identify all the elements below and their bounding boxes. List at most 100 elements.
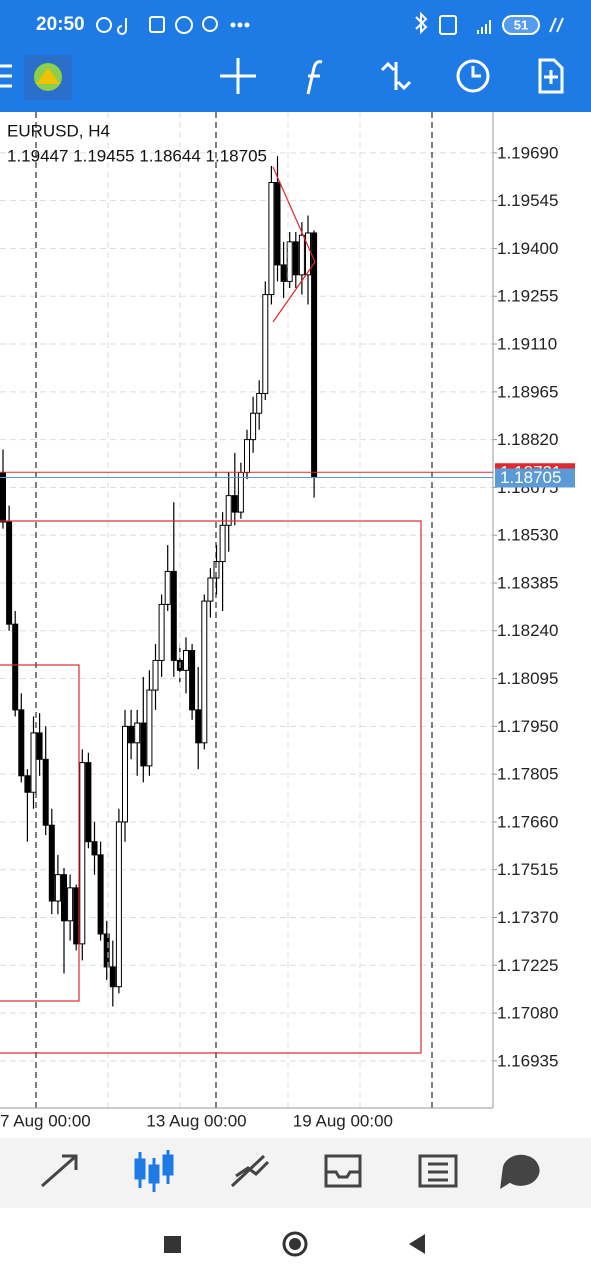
y-tick-label: 1.18965: [497, 382, 558, 401]
candle-body: [201, 600, 208, 744]
candle-body: [305, 232, 311, 276]
candle-body: [268, 182, 275, 296]
bottom-nav: [0, 1138, 591, 1208]
candle-body: [103, 933, 110, 968]
time-grid: [107, 112, 361, 1108]
candle-body: [189, 650, 196, 711]
period-separators: [35, 112, 433, 1108]
y-tick-label: 1.18095: [497, 669, 558, 688]
x-tick-label: 7 Aug 00:00: [0, 1111, 91, 1130]
candle-body: [213, 561, 220, 579]
candle-body: [158, 603, 165, 661]
y-tick-label: 1.18530: [497, 526, 558, 545]
candle-body: [237, 472, 244, 513]
top-bar: [0, 0, 591, 112]
indicators-button[interactable]: [306, 60, 323, 95]
y-tick-label: 1.19545: [497, 191, 558, 210]
candle-body: [298, 234, 305, 276]
y-tick-label: 1.18240: [497, 621, 558, 640]
bid-price-box: [495, 468, 575, 488]
candle-body: [61, 874, 67, 922]
candle-body: [280, 264, 287, 282]
candle-body: [115, 821, 122, 988]
chart: [0, 152, 493, 1062]
candle-body: [170, 570, 177, 661]
candle-body: [54, 874, 61, 902]
menu-button[interactable]: [0, 64, 12, 88]
candle-body: [85, 762, 92, 843]
new-order-button[interactable]: [538, 58, 564, 94]
y-tick-label: 1.17660: [497, 812, 558, 831]
app-logo-mark: [36, 68, 60, 84]
crosshair-button[interactable]: [220, 58, 256, 94]
candle-body: [6, 521, 13, 625]
candle-body: [140, 722, 147, 767]
candle-body: [128, 725, 135, 744]
trade-button[interactable]: [380, 61, 412, 91]
messages-tab[interactable]: [500, 1154, 540, 1189]
chart-tab[interactable]: [134, 1150, 174, 1192]
candle-body: [207, 577, 214, 602]
candle-body: [311, 232, 318, 479]
candle-body: [152, 659, 159, 691]
candle-body: [109, 966, 116, 988]
chart-title: EURUSD, H4: [7, 121, 110, 140]
y-tick-label: 1.17805: [497, 765, 558, 784]
x-tick-label: 19 Aug 00:00: [293, 1111, 393, 1130]
candle-body: [219, 524, 226, 563]
candle-body: [24, 775, 31, 793]
status-time: 20:50: [36, 14, 85, 35]
ohlc-readout: 1.19447 1.19455 1.18644 1.18705: [7, 146, 267, 165]
candle-body: [231, 495, 238, 513]
toolbar-icons: [0, 58, 564, 95]
y-tick-label: 1.17370: [497, 908, 558, 927]
candle-body: [164, 570, 171, 605]
candle-body: [256, 392, 263, 414]
history-tab[interactable]: [324, 1154, 362, 1188]
battery-level: 51: [514, 17, 528, 32]
y-tick-label: 1.19400: [497, 239, 558, 258]
news-tab[interactable]: [418, 1154, 458, 1188]
candle-body: [12, 623, 19, 711]
candle-body: [183, 650, 189, 671]
candle-body: [36, 732, 43, 760]
bid-price-label: 1.18705: [500, 468, 561, 487]
candle-body: [67, 887, 74, 922]
y-tick-label: 1.17225: [497, 956, 558, 975]
candle-body: [42, 758, 49, 826]
nav-back[interactable]: [409, 1234, 425, 1254]
y-tick-label: 1.17080: [497, 1004, 558, 1023]
candle-body: [250, 412, 257, 441]
y-tick-label: 1.17950: [497, 717, 558, 736]
bottom-nav-icons: [41, 1150, 540, 1192]
quotes-tab[interactable]: [41, 1154, 78, 1188]
candle-body: [262, 294, 269, 394]
candle-body: [30, 732, 37, 793]
candle-body: [286, 241, 293, 282]
nav-home[interactable]: [282, 1231, 308, 1257]
period-button[interactable]: [456, 59, 490, 93]
candle-body: [146, 689, 153, 767]
candle-body: [225, 495, 232, 526]
candle-body: [97, 854, 104, 935]
candle-body: [79, 762, 86, 945]
candle-body: [0, 472, 6, 523]
y-tick-label: 1.17515: [497, 860, 558, 879]
candle-body: [48, 824, 55, 902]
y-tick-label: 1.16935: [497, 1051, 558, 1070]
candle-body: [122, 725, 128, 823]
trade-tab[interactable]: [230, 1154, 270, 1188]
x-tick-label: 13 Aug 00:00: [146, 1111, 246, 1130]
candle-body: [73, 887, 80, 945]
candle-body: [244, 439, 250, 474]
y-tick-label: 1.19690: [497, 143, 558, 162]
candle-body: [134, 722, 141, 744]
nav-recents[interactable]: [164, 1236, 181, 1253]
status-icons: [96, 11, 564, 35]
nav-home-dot: [289, 1238, 301, 1250]
candle-body: [18, 709, 25, 777]
drawn-objects: [0, 166, 422, 1054]
y-tick-label: 1.19110: [497, 335, 557, 354]
